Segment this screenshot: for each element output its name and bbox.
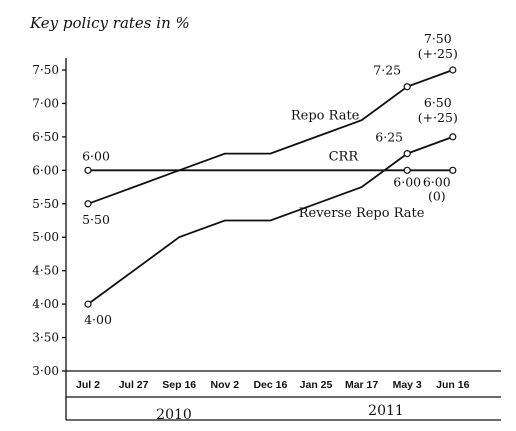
data-label: 6·00 [82, 148, 110, 163]
data-label: (0) [428, 188, 446, 203]
data-point [403, 150, 411, 158]
chart-title: Key policy rates in % [30, 14, 190, 32]
data-label: 6·50 [424, 95, 452, 110]
x-tick-label: Sep 16 [162, 379, 196, 391]
x-tick-label: Dec 16 [253, 379, 287, 391]
data-label: 6·00 [423, 174, 451, 189]
x-tick-label: May 3 [393, 379, 422, 391]
y-tick-label: 6·00 [32, 163, 59, 177]
y-tick-label: 4·50 [32, 264, 59, 278]
x-tick-label: Nov 2 [211, 379, 240, 391]
data-point [84, 200, 92, 208]
data-label: 5·50 [82, 212, 110, 227]
series-name-label: Reverse Repo Rate [299, 206, 425, 221]
data-point [403, 166, 411, 174]
data-label: 7·50 [424, 31, 452, 46]
y-tick-label: 7·00 [32, 96, 59, 110]
data-point [449, 133, 457, 141]
data-label: 7·25 [373, 63, 401, 78]
y-tick-label: 5·00 [32, 230, 59, 244]
data-point [84, 166, 92, 174]
x-tick-label: Jul 27 [119, 379, 149, 391]
data-point [449, 66, 457, 74]
data-label: (+·25) [418, 110, 458, 125]
data-label: (+·25) [418, 46, 458, 61]
series-line-repo-rate [87, 69, 454, 205]
data-point [449, 166, 457, 174]
series-name-label: Repo Rate [291, 109, 360, 124]
data-point [84, 300, 92, 308]
x-tick-label: Mar 17 [345, 379, 378, 391]
year-label: 2010 [156, 407, 192, 423]
y-tick-label: 3·50 [32, 331, 59, 345]
x-tick-label: Jun 16 [436, 379, 469, 391]
y-tick-label: 7·50 [32, 63, 59, 77]
y-tick-label: 3·00 [32, 364, 59, 378]
x-tick-label: Jul 2 [76, 379, 100, 391]
y-tick-label: 5·50 [32, 197, 59, 211]
data-label: 6·00 [393, 174, 421, 189]
x-tick-label: Jan 25 [300, 379, 333, 391]
year-label: 2011 [368, 403, 404, 419]
y-tick-label: 6·50 [32, 130, 59, 144]
series-name-label: CRR [329, 149, 360, 164]
y-tick-label: 4·00 [32, 297, 59, 311]
series-line-reverse-repo-rate [87, 136, 454, 305]
data-label: 6·25 [375, 130, 403, 145]
data-point [403, 83, 411, 91]
data-label: 4·00 [84, 312, 112, 327]
